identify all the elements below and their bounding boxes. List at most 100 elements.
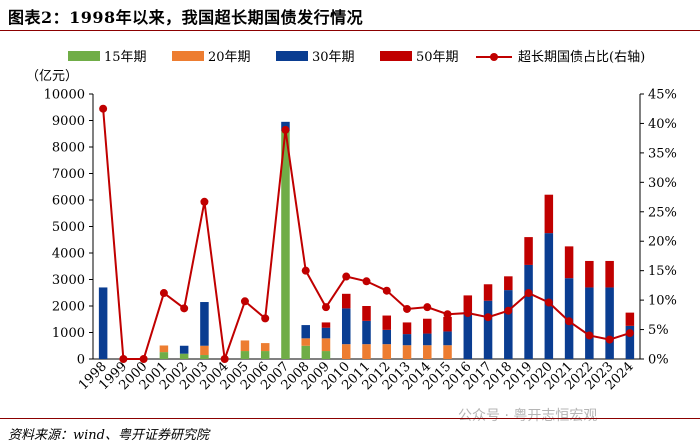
right-tick-label-45%: 45%	[648, 88, 677, 103]
bar-15年期-2007	[281, 131, 290, 359]
bar-30年期-2009	[321, 327, 331, 339]
ratio-point-2005	[240, 297, 249, 306]
ratio-point-2012	[382, 286, 391, 295]
ratio-point-2001	[159, 289, 168, 298]
bar-15年期-2001	[159, 352, 169, 359]
bar-50年期-2021	[564, 246, 574, 279]
right-tick-label-10%: 10%	[648, 294, 677, 309]
ratio-point-1998	[99, 104, 108, 113]
bar-30年期-2002	[179, 345, 189, 354]
bar-30年期-2018	[504, 290, 513, 359]
ratio-point-2006	[261, 314, 270, 323]
bar-50年期-2009	[321, 322, 331, 328]
ratio-point-2024	[625, 329, 634, 338]
ratio-point-2022	[585, 331, 594, 340]
right-tick-label-20%: 20%	[648, 235, 677, 250]
ratio-point-2018	[504, 306, 513, 315]
legend-label-50年期: 50年期	[416, 50, 459, 65]
bar-15年期-2008	[301, 345, 310, 359]
bar-30年期-2017	[483, 300, 493, 359]
bar-15年期-2006	[260, 351, 270, 359]
y-axis-unit-label: （亿元）	[26, 69, 78, 84]
bar-20年期-2001	[159, 345, 169, 353]
ratio-point-2007	[281, 125, 290, 134]
ratio-point-2015	[443, 310, 452, 319]
bar-30年期-2019	[524, 264, 533, 359]
legend-swatch-30年期	[276, 51, 308, 61]
ratio-point-2019	[524, 289, 533, 298]
ratio-point-2008	[301, 266, 310, 275]
bar-50年期-2023	[605, 260, 614, 288]
bar-20年期-2014	[423, 345, 432, 359]
bar-20年期-2003	[200, 345, 209, 356]
bar-50年期-2015	[443, 316, 452, 332]
chart-title: 图表2：1998年以来，我国超长期国债发行情况	[8, 8, 364, 27]
bar-50年期-2010	[341, 293, 351, 309]
right-tick-label-40%: 40%	[648, 117, 677, 132]
bar-15年期-2005	[240, 351, 250, 359]
left-tick-label-10000: 10000	[44, 88, 85, 103]
ratio-point-2010	[342, 272, 351, 281]
bar-30年期-1998	[98, 287, 108, 359]
left-tick-label-9000: 9000	[52, 114, 85, 129]
right-tick-label-15%: 15%	[648, 264, 677, 279]
bar-20年期-2005	[240, 340, 250, 352]
bar-30年期-2003	[200, 302, 209, 346]
ratio-point-2014	[423, 303, 432, 312]
bar-20年期-2006	[260, 343, 270, 352]
bar-20年期-2008	[301, 338, 310, 346]
ratio-point-2016	[463, 309, 472, 318]
bar-20年期-2015	[443, 345, 452, 359]
bar-30年期-2012	[382, 329, 392, 345]
bar-20年期-2010	[341, 344, 351, 359]
bar-30年期-2013	[402, 334, 412, 346]
bar-50年期-2017	[483, 284, 493, 301]
ratio-point-1999	[119, 355, 128, 363]
bar-30年期-2015	[443, 331, 452, 346]
ratio-point-2017	[484, 313, 493, 322]
bar-50年期-2014	[423, 318, 432, 334]
bar-50年期-2013	[402, 322, 412, 335]
bar-50年期-2011	[362, 306, 371, 321]
bar-50年期-2020	[544, 194, 554, 234]
bar-30年期-2010	[341, 308, 351, 345]
bar-30年期-2008	[301, 325, 310, 339]
left-tick-label-8000: 8000	[52, 141, 85, 156]
bar-15年期-2003	[200, 355, 209, 359]
bar-30年期-2014	[423, 333, 432, 346]
left-tick-label-2000: 2000	[52, 300, 85, 315]
right-tick-label-30%: 30%	[648, 176, 677, 191]
bar-50年期-2018	[504, 276, 513, 291]
legend-label-ratio: 超长期国债占比(右轴)	[518, 50, 645, 65]
source-note: 资料来源：wind、粤开证券研究院	[8, 428, 209, 443]
ratio-point-2021	[565, 317, 574, 326]
bar-50年期-2012	[382, 315, 392, 330]
bar-30年期-2022	[585, 287, 594, 359]
bar-50年期-2019	[524, 237, 533, 265]
ratio-point-2023	[605, 335, 614, 344]
ratio-point-2002	[180, 304, 189, 313]
left-tick-label-6000: 6000	[52, 194, 85, 209]
bar-30年期-2024	[625, 325, 635, 359]
bar-20年期-2009	[321, 338, 331, 352]
ratio-point-2003	[200, 197, 209, 206]
bar-50年期-2016	[463, 295, 473, 312]
left-tick-label-4000: 4000	[52, 247, 85, 262]
ratio-point-2000	[139, 355, 148, 363]
left-tick-label-7000: 7000	[52, 167, 85, 182]
bar-30年期-2020	[544, 233, 554, 359]
legend-swatch-15年期	[68, 51, 100, 61]
bar-30年期-2011	[362, 320, 371, 345]
left-tick-label-1000: 1000	[52, 326, 85, 341]
right-tick-label-25%: 25%	[648, 205, 677, 220]
right-tick-label-35%: 35%	[648, 146, 677, 161]
ratio-point-2020	[544, 298, 553, 307]
ratio-point-2004	[220, 355, 229, 363]
chart-canvas: 15年期 20年期 30年期 50年期 超长期国债占比(右轴) （亿元） 0 1000 2000…	[26, 50, 677, 393]
legend-label-20年期: 20年期	[208, 50, 251, 65]
bar-20年期-2012	[382, 344, 392, 359]
bar-15年期-2009	[321, 351, 331, 359]
bar-20年期-2011	[362, 344, 371, 359]
bar-50年期-2024	[625, 312, 635, 326]
title-divider	[0, 30, 700, 31]
